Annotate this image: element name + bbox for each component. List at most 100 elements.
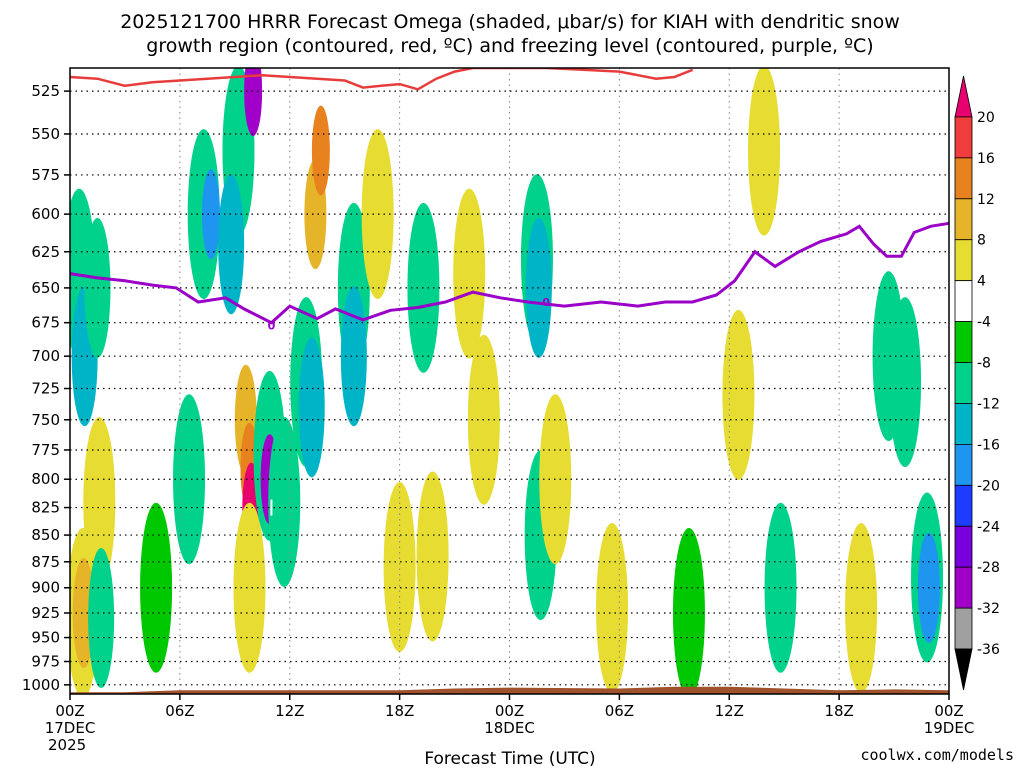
colorbar-label-2: 12: [977, 192, 995, 208]
x-tick-label-48: 00Z: [934, 702, 963, 720]
y-tick-label-725: 725: [31, 380, 60, 398]
omega-cell-8: [173, 394, 206, 565]
dgz-label-mark: [270, 499, 273, 516]
y-tick-label-650: 650: [31, 279, 60, 297]
freezing-level-label-1: 0: [542, 296, 550, 309]
omega-cell-29: [383, 482, 416, 653]
omega-cell-24: [311, 105, 330, 196]
colorbar-label-11: -28: [977, 560, 1000, 576]
y-tick-label-675: 675: [31, 314, 60, 332]
y-tick-label-525: 525: [31, 82, 60, 100]
x-tick-label-24: 00Z: [495, 702, 524, 720]
omega-cell-13: [218, 174, 245, 315]
colorbar-swatch-10: [954, 484, 973, 527]
colorbar-swatch-8: [954, 403, 973, 445]
y-tick-label-775: 775: [31, 441, 60, 459]
y-tick-label-750: 750: [31, 411, 60, 429]
omega-cell-30: [416, 471, 449, 642]
colorbar-swatch-5: [954, 280, 973, 322]
y-tick-label-800: 800: [31, 470, 60, 488]
y-tick-label-950: 950: [31, 629, 60, 647]
y-tick-label-600: 600: [31, 205, 60, 223]
grid-layer: [70, 68, 949, 694]
colorbar-label-3: 8: [977, 233, 986, 249]
omega-cell-7: [140, 502, 173, 673]
terrain-fill: [70, 686, 949, 694]
colorbar: 20 16 12 8 4 -4 -8 -12 -16 -20 -24 -28 -32 -36: [954, 75, 1000, 691]
x-tick-date-0: 17DEC: [45, 719, 96, 737]
omega-cell-46: [872, 271, 905, 442]
y-tick-label-900: 900: [31, 579, 60, 597]
omega-cell-2: [84, 217, 111, 358]
x-tick-label-0: 00Z: [55, 702, 84, 720]
colorbar-swatch-4: [954, 239, 973, 282]
colorbar-swatch-3: [954, 198, 973, 241]
y-tick-label-825: 825: [31, 499, 60, 517]
y-tick-label-700: 700: [31, 347, 60, 365]
omega-cell-38: [672, 528, 705, 694]
colorbar-swatch-1: [954, 116, 973, 159]
dendritic-growth-contour: [70, 68, 694, 91]
y-tick-label-975: 975: [31, 653, 60, 671]
credit-link[interactable]: coolwx.com/models: [860, 746, 1014, 764]
omega-cell-40: [748, 68, 781, 236]
colorbar-top-arrow: [954, 75, 973, 118]
omega-cell-31: [453, 188, 486, 359]
omega-cell-17: [233, 502, 266, 673]
colorbar-swatch-11: [954, 525, 973, 568]
colorbar-swatch-6: [954, 321, 973, 363]
y-tick-label-925: 925: [31, 604, 60, 622]
x-tick-date-24: 18DEC: [484, 719, 535, 737]
y-tick-label-575: 575: [31, 166, 60, 184]
omega-cell-20: [268, 416, 301, 587]
x-tick-label-6: 06Z: [165, 702, 194, 720]
colorbar-label-8: -16: [977, 437, 1000, 453]
y-tick-label-1000: 1000: [22, 676, 60, 694]
colorbar-label-9: -20: [977, 478, 1000, 494]
omega-cell-42: [845, 523, 878, 694]
plot-area: 00: [69, 67, 950, 695]
chart-title-line-1: 2025121700 HRRR Forecast Omega (shaded, …: [120, 11, 900, 33]
contour-labels: 00: [268, 296, 550, 516]
x-tick-label-12: 12Z: [275, 702, 304, 720]
colorbar-label-12: -32: [977, 601, 1000, 617]
colorbar-label-4: 4: [977, 274, 986, 290]
colorbar-label-0: 20: [977, 110, 995, 126]
colorbar-swatch-2: [954, 157, 973, 200]
omega-cell-39: [722, 309, 755, 480]
x-tick-label-36: 12Z: [715, 702, 744, 720]
x-axis-label: Forecast Time (UTC): [424, 749, 595, 768]
colorbar-bottom-arrow: [954, 648, 973, 691]
y-tick-label-625: 625: [31, 243, 60, 261]
omega-cell-22: [298, 337, 325, 478]
x-tick-label-42: 18Z: [824, 702, 853, 720]
y-tick-label-850: 850: [31, 526, 60, 544]
colorbar-label-13: -36: [977, 642, 1000, 658]
omega-cell-6: [88, 547, 115, 688]
x-tick-date-48: 19DEC: [924, 719, 975, 737]
omega-shading-layer: [70, 68, 944, 694]
x-tick-label-18: 18Z: [385, 702, 414, 720]
omega-cell-27: [361, 129, 394, 300]
colorbar-label-7: -12: [977, 396, 1000, 412]
omega-cell-12: [244, 68, 263, 137]
freezing-level-contour: [69, 221, 950, 325]
omega-cell-10: [202, 169, 221, 260]
colorbar-label-6: -8: [977, 356, 991, 372]
y-tick-label-875: 875: [31, 553, 60, 571]
omega-cell-37: [596, 523, 629, 694]
colorbar-label-10: -24: [977, 519, 1000, 535]
colorbar-swatch-9: [954, 443, 973, 486]
colorbar-label-5: -4: [977, 315, 991, 331]
freezing-level-label-0: 0: [268, 319, 276, 332]
colorbar-swatch-7: [954, 362, 973, 404]
pressure-axis: 525 550 575 600 625 650 675 700 725 750 775 800 825 8…: [22, 82, 70, 694]
colorbar-swatch-13: [954, 607, 973, 650]
x-tick-year-0: 2025: [48, 736, 86, 754]
colorbar-label-1: 16: [977, 151, 995, 167]
x-tick-label-30: 06Z: [605, 702, 634, 720]
y-tick-label-550: 550: [31, 125, 60, 143]
omega-cell-26: [340, 286, 367, 427]
